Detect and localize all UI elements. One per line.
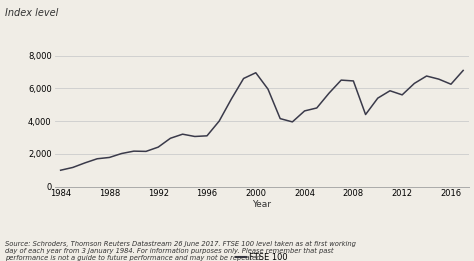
Text: Index level: Index level <box>5 8 58 18</box>
Legend: FTSE 100: FTSE 100 <box>236 253 288 261</box>
Text: Source: Schroders, Thomson Reuters Datastream 26 June 2017. FTSE 100 level taken: Source: Schroders, Thomson Reuters Datas… <box>5 241 356 261</box>
X-axis label: Year: Year <box>252 200 272 209</box>
